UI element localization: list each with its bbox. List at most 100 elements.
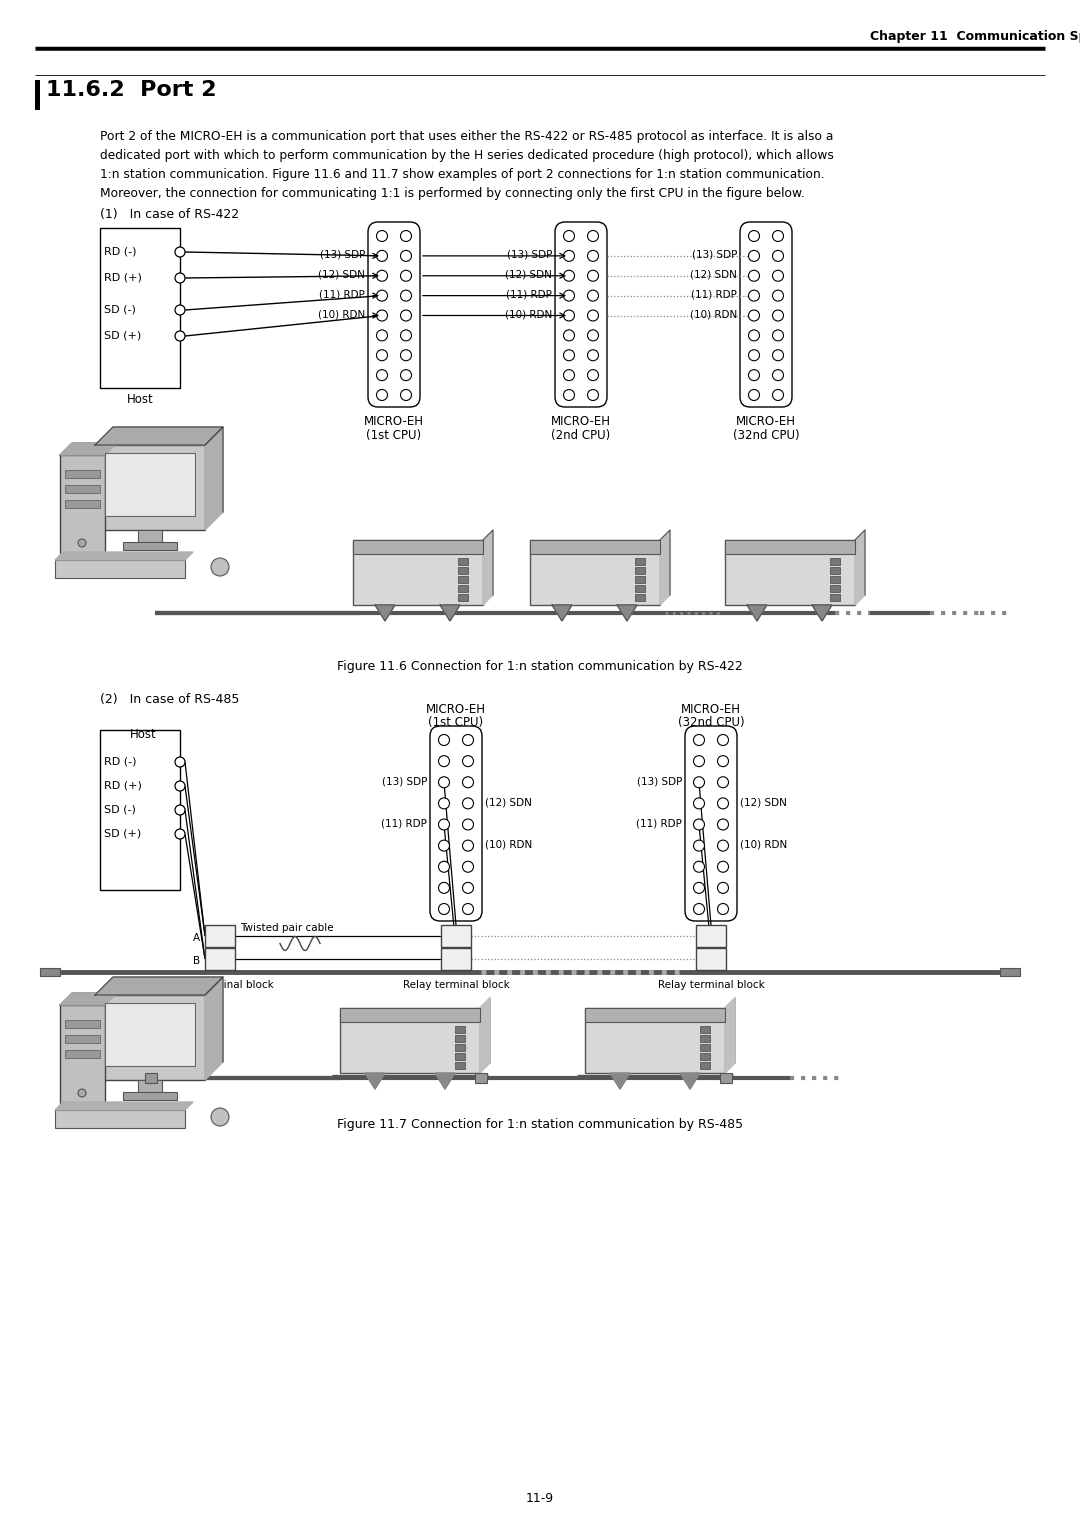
Bar [340, 1008, 480, 1073]
Text: SD (+): SD (+) [104, 828, 141, 837]
Circle shape [748, 251, 759, 261]
Bar [458, 576, 468, 584]
Bar [55, 1109, 185, 1128]
Circle shape [462, 862, 473, 872]
Bar [65, 1021, 100, 1028]
Bar [635, 576, 645, 584]
Circle shape [175, 781, 185, 792]
Circle shape [693, 882, 704, 894]
Bar [95, 995, 205, 1080]
Text: (13) SDP: (13) SDP [507, 251, 552, 260]
Bar [105, 1002, 195, 1067]
Circle shape [462, 776, 473, 788]
Bar [100, 228, 180, 388]
Circle shape [462, 756, 473, 767]
Text: A: A [193, 934, 200, 943]
Text: (12) SDN: (12) SDN [505, 270, 552, 280]
Text: MICRO-EH: MICRO-EH [735, 416, 796, 428]
Circle shape [564, 270, 575, 281]
Circle shape [438, 735, 449, 746]
Text: (12) SDN: (12) SDN [485, 798, 531, 807]
Polygon shape [552, 605, 572, 620]
Bar [455, 1044, 465, 1051]
Circle shape [693, 776, 704, 788]
Text: SD (+): SD (+) [104, 330, 141, 341]
Circle shape [401, 310, 411, 321]
Text: (2)   In case of RS-485: (2) In case of RS-485 [100, 694, 240, 706]
Text: Figure 11.6 Connection for 1:n station communication by RS-422: Figure 11.6 Connection for 1:n station c… [337, 660, 743, 672]
Polygon shape [375, 605, 395, 620]
Text: 11-9: 11-9 [526, 1491, 554, 1505]
Bar [205, 924, 235, 947]
Bar [635, 567, 645, 575]
Bar [455, 1034, 465, 1042]
Polygon shape [610, 1073, 630, 1089]
Circle shape [693, 840, 704, 851]
Bar [635, 585, 645, 591]
Circle shape [401, 330, 411, 341]
Circle shape [748, 330, 759, 341]
Circle shape [401, 270, 411, 281]
Circle shape [588, 390, 598, 400]
Text: (1st CPU): (1st CPU) [366, 429, 421, 442]
Circle shape [401, 350, 411, 361]
Bar [65, 1034, 100, 1044]
Text: (12) SDN: (12) SDN [740, 798, 787, 807]
Text: Host: Host [126, 393, 153, 406]
Circle shape [748, 290, 759, 301]
Bar [700, 1053, 710, 1060]
Circle shape [772, 290, 783, 301]
Text: MICRO-EH: MICRO-EH [681, 703, 741, 717]
Text: (13) SDP: (13) SDP [320, 251, 365, 260]
Circle shape [462, 819, 473, 830]
Circle shape [377, 350, 388, 361]
Polygon shape [60, 443, 117, 455]
Circle shape [564, 231, 575, 241]
Bar [353, 539, 483, 555]
Text: RD (+): RD (+) [104, 272, 141, 283]
Bar [138, 1080, 162, 1093]
Circle shape [717, 903, 729, 914]
Circle shape [377, 270, 388, 281]
Bar [700, 1025, 710, 1033]
Circle shape [564, 251, 575, 261]
Bar [635, 558, 645, 565]
Polygon shape [480, 998, 490, 1073]
Circle shape [588, 290, 598, 301]
Circle shape [78, 539, 86, 547]
Text: (10) RDN: (10) RDN [485, 839, 532, 850]
Circle shape [564, 390, 575, 400]
Bar [455, 1025, 465, 1033]
Bar [123, 542, 177, 550]
Text: (13) SDP: (13) SDP [636, 776, 681, 787]
Bar [831, 576, 840, 584]
Circle shape [564, 290, 575, 301]
Bar [696, 947, 726, 970]
Text: 1:n station communication. Figure 11.6 and 11.7 show examples of port 2 connecti: 1:n station communication. Figure 11.6 a… [100, 168, 825, 180]
Polygon shape [617, 605, 637, 620]
Circle shape [175, 830, 185, 839]
Circle shape [438, 819, 449, 830]
Text: (10) RDN: (10) RDN [504, 310, 552, 319]
Text: Relay terminal block: Relay terminal block [166, 979, 273, 990]
Circle shape [748, 350, 759, 361]
Text: MICRO-EH: MICRO-EH [364, 416, 424, 428]
Bar [205, 947, 235, 970]
Circle shape [693, 756, 704, 767]
Circle shape [717, 776, 729, 788]
Bar [40, 969, 60, 976]
Bar [145, 1073, 157, 1083]
Polygon shape [812, 605, 832, 620]
Circle shape [693, 798, 704, 808]
Circle shape [377, 390, 388, 400]
Circle shape [438, 903, 449, 914]
Text: (32nd CPU): (32nd CPU) [732, 429, 799, 442]
Text: (10) RDN: (10) RDN [690, 310, 737, 319]
Circle shape [401, 231, 411, 241]
Circle shape [438, 862, 449, 872]
Bar [585, 1008, 725, 1022]
Circle shape [588, 370, 598, 380]
Circle shape [211, 558, 229, 576]
Circle shape [772, 350, 783, 361]
Circle shape [772, 270, 783, 281]
